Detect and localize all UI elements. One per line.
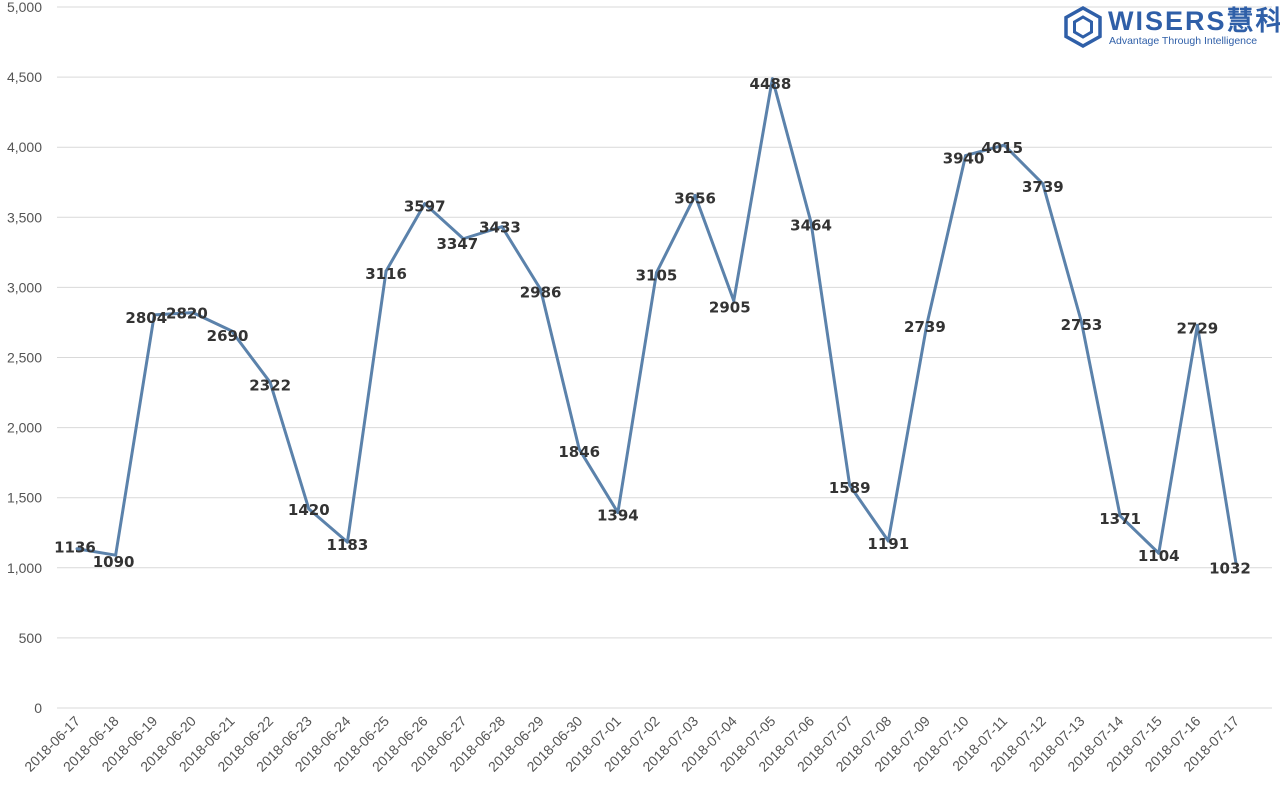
data-point xyxy=(500,225,504,229)
data-label: 1191 xyxy=(867,535,909,553)
data-label: 1032 xyxy=(1209,559,1251,577)
data-label: 2905 xyxy=(709,299,751,317)
data-point xyxy=(423,202,427,206)
y-tick-label: 4,500 xyxy=(7,69,42,85)
data-point xyxy=(268,380,272,384)
logo-tagline: Advantage Through Intelligence xyxy=(1109,35,1258,47)
data-point xyxy=(384,269,388,273)
data-point xyxy=(925,322,929,326)
data-label: 1394 xyxy=(597,507,639,525)
data-point xyxy=(75,547,79,551)
y-axis: 0 500 1,000 1,500 2,000 2,500 3,000 3,500 4,000 4… xyxy=(7,0,42,716)
data-point xyxy=(191,311,195,315)
data-point xyxy=(616,511,620,515)
data-point xyxy=(1157,551,1161,555)
y-tick-label: 0 xyxy=(34,700,42,716)
data-point xyxy=(886,539,890,543)
data-label: 3116 xyxy=(365,265,407,283)
data-label: 1183 xyxy=(327,536,369,554)
data-point xyxy=(1195,323,1199,327)
y-tick-label: 2,000 xyxy=(7,420,42,436)
data-point xyxy=(809,220,813,224)
data-label: 1420 xyxy=(288,501,330,519)
wisers-logo: WISERS慧科 Advantage Through Intelligence xyxy=(1062,6,1280,50)
data-label: 3105 xyxy=(636,267,678,285)
y-tick-label: 3,500 xyxy=(7,209,42,225)
data-label: 1371 xyxy=(1099,510,1141,528)
data-point xyxy=(577,447,581,451)
data-point xyxy=(307,507,311,511)
data-label: 2739 xyxy=(904,318,946,336)
data-point xyxy=(114,553,118,557)
data-point xyxy=(230,329,234,333)
gridlines xyxy=(57,6,1272,709)
data-point xyxy=(693,193,697,197)
y-tick-label: 4,000 xyxy=(7,139,42,155)
y-tick-label: 2,500 xyxy=(7,350,42,366)
data-point xyxy=(655,271,658,275)
data-label: 2753 xyxy=(1061,316,1103,334)
data-label: 4015 xyxy=(981,139,1023,157)
x-axis: 2018-06-172018-06-182018-06-192018-06-20… xyxy=(21,713,1242,775)
data-label: 1846 xyxy=(558,443,600,461)
data-label: 1104 xyxy=(1138,547,1180,565)
data-label: 3347 xyxy=(436,235,478,253)
y-tick-label: 500 xyxy=(19,630,43,646)
data-point xyxy=(345,540,349,544)
data-point xyxy=(848,483,852,487)
data-point xyxy=(770,77,774,81)
data-points xyxy=(75,77,1238,565)
data-label: 2804 xyxy=(125,309,167,327)
data-point xyxy=(1118,514,1122,518)
data-point xyxy=(539,287,543,291)
hexagon-logo-icon xyxy=(1064,6,1102,48)
data-label: 3940 xyxy=(943,150,985,168)
data-label: 3597 xyxy=(404,198,446,216)
y-tick-label: 1,000 xyxy=(7,560,42,576)
data-label: 3464 xyxy=(790,216,832,234)
data-label: 2690 xyxy=(207,327,249,345)
data-point xyxy=(152,313,156,317)
data-point xyxy=(1079,320,1083,324)
y-tick-label: 3,000 xyxy=(7,279,42,295)
y-tick-label: 5,000 xyxy=(7,0,42,15)
data-label: 3433 xyxy=(479,219,521,237)
data-label: 2729 xyxy=(1176,319,1218,337)
data-label: 4488 xyxy=(750,75,792,93)
data-point xyxy=(1234,561,1238,565)
data-point xyxy=(461,237,465,241)
data-label: 1136 xyxy=(54,539,96,557)
data-label: 2322 xyxy=(249,376,291,394)
data-point xyxy=(1002,143,1006,147)
data-label: 2820 xyxy=(166,305,208,323)
data-label: 3739 xyxy=(1022,178,1064,196)
data-label: 1090 xyxy=(93,553,135,571)
data-label: 2986 xyxy=(520,283,562,301)
logo-wordmark: WISERS慧科 xyxy=(1108,6,1280,36)
data-point xyxy=(1041,182,1045,186)
data-label: 3656 xyxy=(674,189,716,207)
data-label: 1589 xyxy=(829,479,871,497)
y-tick-label: 1,500 xyxy=(7,490,42,506)
data-point xyxy=(732,299,736,303)
data-point xyxy=(964,154,968,158)
